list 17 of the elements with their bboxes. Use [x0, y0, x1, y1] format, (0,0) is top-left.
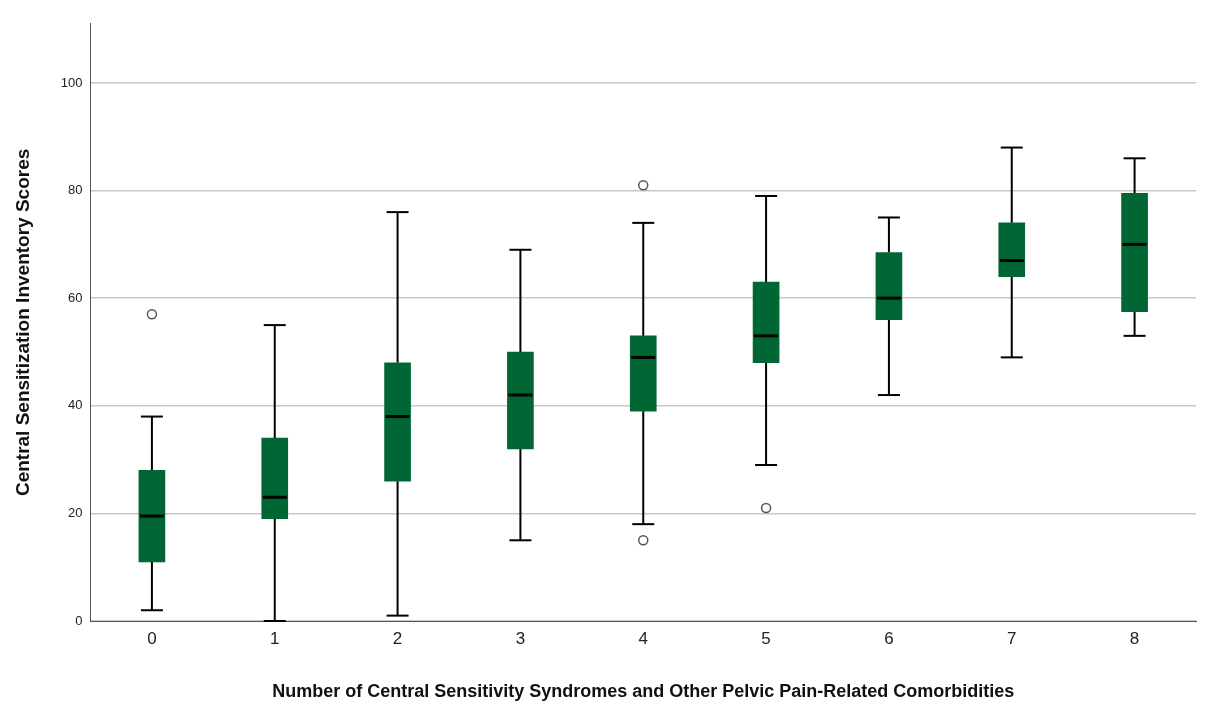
- x-tick-label: 7: [1007, 628, 1017, 648]
- y-tick-label: 0: [75, 612, 83, 628]
- y-tick-label: 60: [68, 289, 83, 305]
- y-tick-label: 40: [68, 397, 83, 413]
- x-tick-label: 4: [638, 628, 648, 648]
- y-tick-label: 100: [60, 74, 83, 90]
- y-tick-label: 20: [68, 504, 83, 520]
- x-tick-label: 5: [761, 628, 771, 648]
- x-tick-label: 6: [884, 628, 894, 648]
- x-tick-label: 3: [515, 628, 526, 648]
- y-tick-label: 80: [68, 182, 83, 198]
- x-tick-label: 2: [392, 628, 403, 648]
- y-axis-title: Central Sensitization Inventory Scores: [11, 148, 33, 497]
- x-tick-label: 1: [270, 628, 280, 648]
- x-tick-label: 0: [147, 628, 157, 648]
- x-tick-label: 8: [1129, 628, 1140, 648]
- x-axis-title: Number of Central Sensitivity Syndromes and Other Pelvic Pain-Related Comorbidities: [272, 681, 1015, 702]
